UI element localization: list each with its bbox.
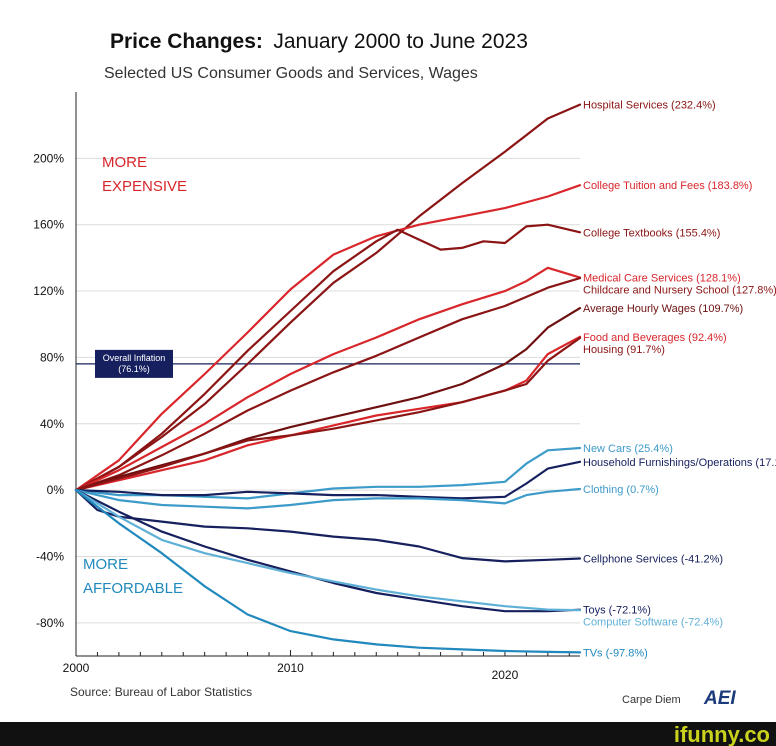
series-line	[74, 489, 582, 613]
source-note: Source: Bureau of Labor Statistics	[70, 685, 252, 699]
series-line	[74, 487, 582, 510]
credit-text: Carpe Diem	[622, 694, 681, 706]
series-label: Childcare and Nursery School (127.8%)	[583, 285, 776, 297]
chart-subtitle: Selected US Consumer Goods and Services,…	[104, 65, 478, 82]
overall-inflation-reference: Overall Inflation(76.1%)	[76, 349, 580, 378]
series-line	[74, 489, 582, 563]
series-label: Toys (-72.1%)	[583, 605, 651, 617]
overall-inflation-box	[95, 349, 173, 378]
series-label: TVs (-97.8%)	[583, 647, 648, 659]
series-label: Computer Software (-72.4%)	[583, 617, 723, 629]
series-line	[74, 335, 582, 492]
more-expensive-label-line2: EXPENSIVE	[102, 178, 187, 195]
footer-bar	[0, 722, 776, 746]
x-tick-label: 2010	[277, 661, 304, 675]
series-label: Hospital Services (232.4%)	[583, 100, 716, 112]
y-tick-label: -40%	[36, 549, 64, 563]
series-line	[74, 223, 582, 492]
y-tick-label: -80%	[36, 616, 64, 630]
x-tick-label: 2000	[63, 661, 90, 675]
series-line	[74, 184, 582, 492]
y-tick-label: 160%	[33, 218, 64, 232]
y-tick-label: 40%	[40, 417, 64, 431]
axes: 200% 160% 120% 80% 40% 0% -40% -80% 2000 2010 2020	[33, 92, 580, 682]
series-line	[74, 266, 582, 492]
series-line	[74, 103, 582, 492]
series-label: College Textbooks (155.4%)	[583, 227, 720, 239]
y-tick-label: 120%	[33, 284, 64, 298]
y-tick-label: 80%	[40, 350, 64, 364]
series-labels: Hospital Services (232.4%) College Tuitio…	[583, 100, 776, 660]
series-line	[74, 307, 582, 492]
y-tick-label: 0%	[47, 483, 65, 497]
x-tick-label: 2020	[492, 668, 519, 682]
more-affordable-label-line2: AFFORDABLE	[83, 580, 183, 597]
more-affordable-label: MORE	[83, 556, 128, 573]
series-label: Average Hourly Wages (109.7%)	[583, 303, 743, 315]
y-tick-label: 200%	[33, 151, 64, 165]
series-label: Housing (91.7%)	[583, 344, 665, 356]
series-label: Medical Care Services (128.1%)	[583, 273, 741, 285]
series-label: Household Furnishings/Operations (17.1%)	[583, 457, 776, 469]
series-line	[74, 336, 582, 492]
series-line	[74, 460, 582, 500]
aei-logo: AEI	[703, 688, 736, 709]
overall-inflation-value: (76.1%)	[118, 364, 150, 374]
series-label: College Tuition and Fees (183.8%)	[583, 180, 752, 192]
series-label: Clothing (0.7%)	[583, 484, 659, 496]
more-expensive-label: MORE	[102, 154, 147, 171]
series-label: Cellphone Services (-41.2%)	[583, 553, 723, 565]
chart-title-bold: Price Changes:	[110, 30, 263, 53]
series-label: Food and Beverages (92.4%)	[583, 332, 727, 344]
series-label: New Cars (25.4%)	[583, 443, 673, 455]
chart-title-rest: January 2000 to June 2023	[273, 30, 528, 53]
overall-inflation-label: Overall Inflation	[103, 353, 166, 363]
footer-watermark: ifunny.co	[674, 722, 770, 746]
series-lines	[74, 103, 582, 654]
chart-title: Price Changes: January 2000 to June 2023	[110, 30, 528, 53]
series-line	[74, 489, 582, 612]
series-line	[74, 489, 582, 654]
series-line	[74, 277, 582, 492]
